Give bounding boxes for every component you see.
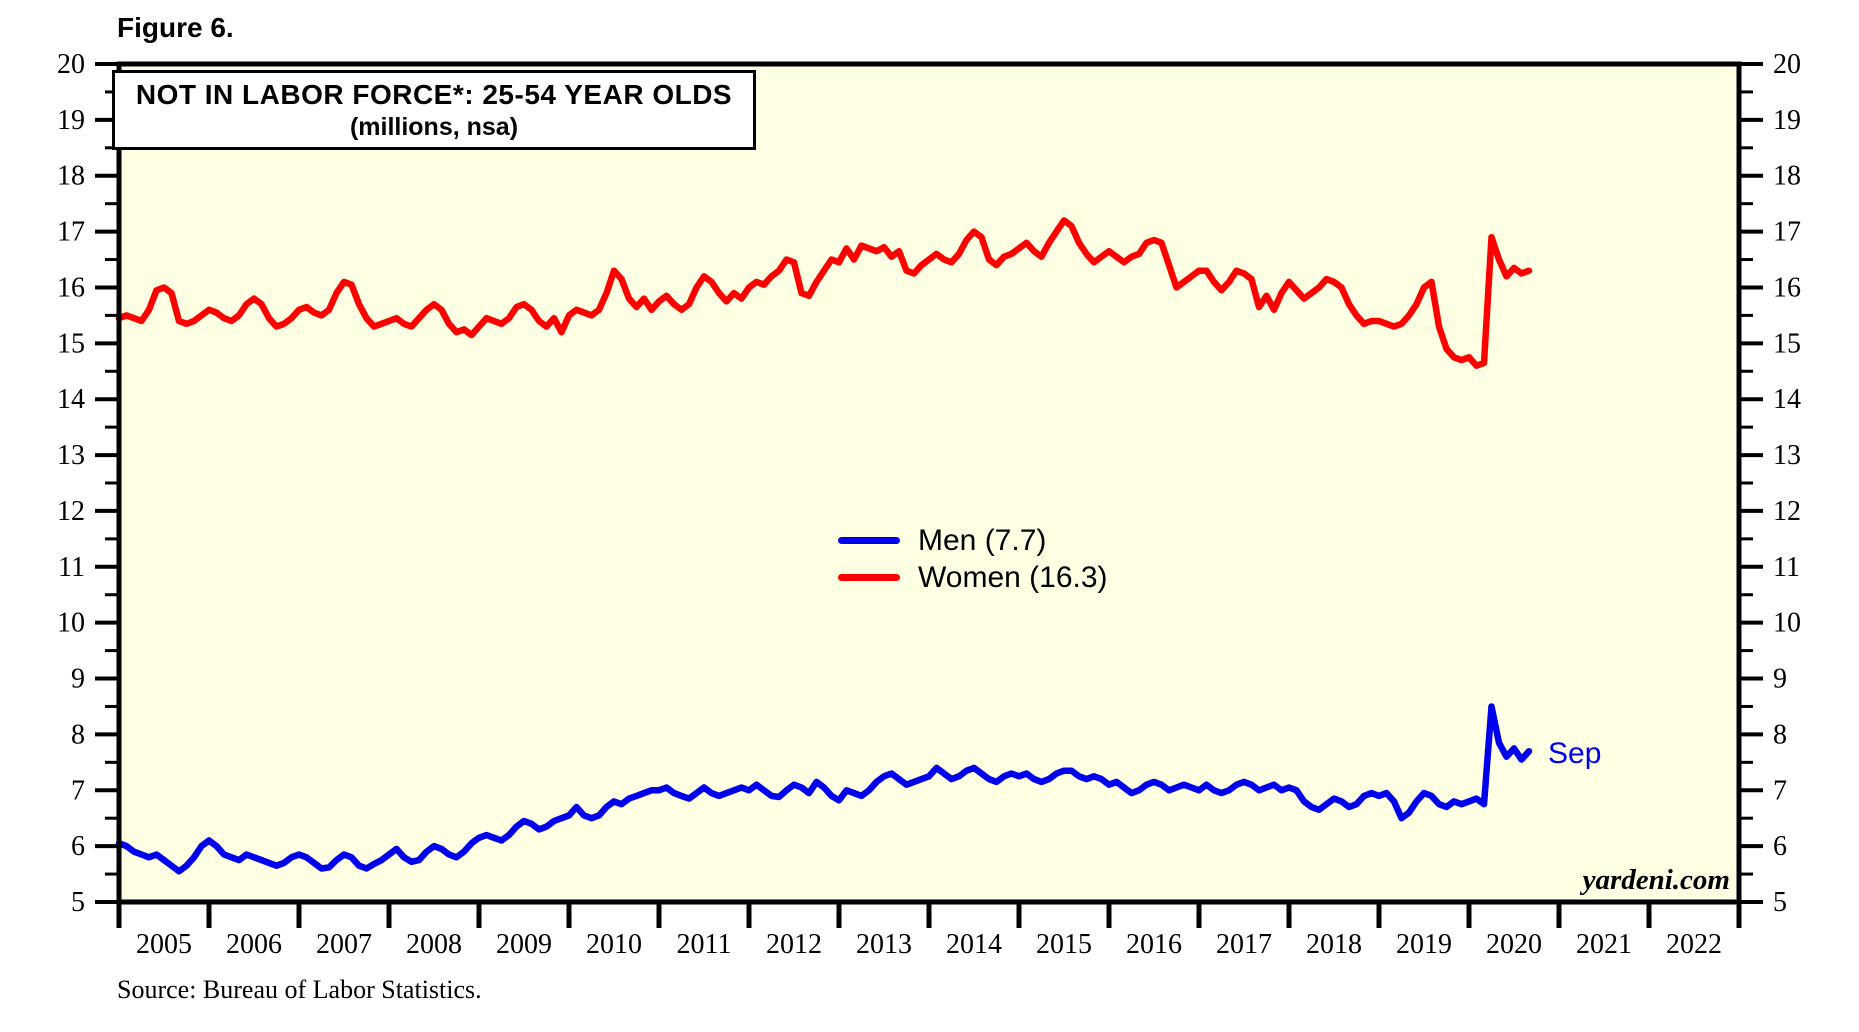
y-axis-label-left: 9: [71, 664, 85, 695]
legend-label-women: Women (16.3): [918, 560, 1108, 594]
x-axis-year-label: 2020: [1486, 929, 1542, 960]
source-note: Source: Bureau of Labor Statistics.: [117, 975, 482, 1004]
chart-title-box: NOT IN LABOR FORCE*: 25-54 YEAR OLDS (mi…: [112, 70, 756, 150]
y-axis-label-right: 15: [1773, 328, 1801, 359]
x-axis-year-label: 2015: [1036, 929, 1092, 960]
y-axis-label-left: 16: [57, 272, 85, 303]
legend-item-men: Men (7.7): [838, 522, 1108, 559]
x-axis-year-label: 2005: [136, 929, 192, 960]
chart-title: NOT IN LABOR FORCE*: 25-54 YEAR OLDS: [135, 78, 733, 110]
y-axis-label-right: 17: [1773, 217, 1801, 248]
y-axis-label-left: 20: [57, 49, 85, 80]
y-axis-label-left: 5: [71, 887, 85, 918]
legend: Men (7.7) Women (16.3): [838, 522, 1108, 596]
figure-label: Figure 6.: [117, 12, 234, 43]
y-axis-label-right: 5: [1773, 887, 1787, 918]
y-axis-label-left: 7: [71, 775, 85, 806]
plot-frame: [116, 61, 1742, 905]
y-axis-label-right: 11: [1773, 552, 1800, 583]
y-axis-label-left: 6: [71, 831, 85, 862]
sep-month-annotation: Sep: [1548, 737, 1602, 770]
y-axis-label-right: 7: [1773, 775, 1787, 806]
x-axis-year-label: 2018: [1306, 929, 1362, 960]
y-axis-label-right: 16: [1773, 272, 1801, 303]
y-axis-label-right: 9: [1773, 664, 1787, 695]
y-axis-label-left: 8: [71, 719, 85, 750]
y-axis-label-left: 18: [57, 161, 85, 192]
x-axis-year-label: 2010: [586, 929, 642, 960]
x-axis-year-label: 2012: [766, 929, 822, 960]
x-axis-year-label: 2009: [496, 929, 552, 960]
y-axis-label-right: 20: [1773, 49, 1801, 80]
x-axis-year-label: 2007: [316, 929, 372, 960]
y-axis-label-left: 19: [57, 105, 85, 136]
y-axis-label-right: 12: [1773, 496, 1801, 527]
y-axis-label-left: 12: [57, 496, 85, 527]
x-axis-year-label: 2021: [1576, 929, 1632, 960]
plot-area: [119, 64, 1739, 902]
women-line-swatch: [838, 574, 900, 581]
x-axis-year-label: 2022: [1666, 929, 1722, 960]
y-axis-label-left: 11: [58, 552, 85, 583]
y-axis-label-left: 14: [57, 384, 85, 415]
chart-subtitle: (millions, nsa): [349, 112, 519, 141]
x-axis-year-label: 2017: [1216, 929, 1272, 960]
men-series-line: [115, 703, 1533, 875]
x-axis-year-label: 2013: [856, 929, 912, 960]
y-axis-label-left: 10: [57, 608, 85, 639]
men-line-swatch: [838, 537, 900, 544]
x-axis-year-label: 2014: [946, 929, 1002, 960]
x-axis-year-label: 2016: [1126, 929, 1182, 960]
y-axis-label-right: 8: [1773, 719, 1787, 750]
y-axis-label-right: 10: [1773, 608, 1801, 639]
y-axis-label-right: 13: [1773, 440, 1801, 471]
y-axis-label-right: 19: [1773, 105, 1801, 136]
x-axis-year-label: 2019: [1396, 929, 1452, 960]
y-axis-label-right: 6: [1773, 831, 1787, 862]
x-axis-year-label: 2006: [226, 929, 282, 960]
y-axis-label-right: 14: [1773, 384, 1801, 415]
y-axis-label-left: 17: [57, 217, 85, 248]
y-axis-label-left: 15: [57, 328, 85, 359]
women-series-line: [115, 217, 1533, 369]
x-axis-year-label: 2008: [406, 929, 462, 960]
legend-label-men: Men (7.7): [918, 523, 1047, 557]
x-axis-year-label: 2011: [677, 929, 732, 960]
yardeni-watermark: yardeni.com: [1582, 864, 1730, 896]
y-axis-label-left: 13: [57, 440, 85, 471]
legend-item-women: Women (16.3): [838, 559, 1108, 596]
y-axis-label-right: 18: [1773, 161, 1801, 192]
